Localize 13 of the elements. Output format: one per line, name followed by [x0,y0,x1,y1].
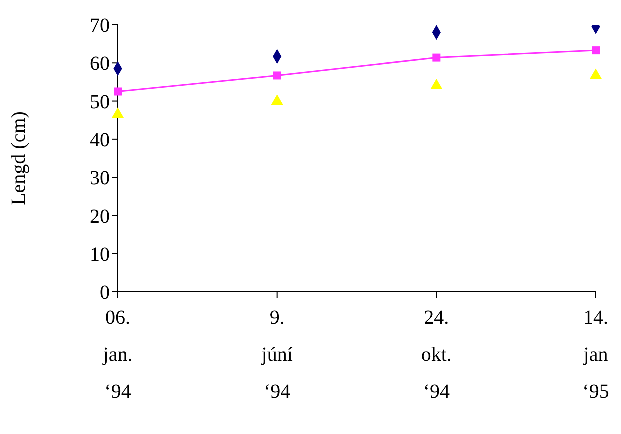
y-tick-label: 0 [100,282,110,304]
y-tick-label: 70 [90,15,110,38]
x-tick-label: 9. júní ‘94 [260,307,294,403]
y-tick-label: 30 [90,168,110,190]
y-tick-label: 20 [90,206,110,228]
y-tick-label: 10 [90,244,110,266]
y-tick-label: 60 [90,53,110,76]
x-tick-label: 24. okt. ‘94 [421,307,452,403]
y-axis-title: Lengd (cm) [8,112,30,206]
y-tick-label: 40 [90,130,110,152]
x-tick-label: 14. jan ‘95 [582,307,610,403]
y-tick-label: 50 [90,91,110,114]
x-tick-label: 06. jan. ‘94 [102,307,133,403]
